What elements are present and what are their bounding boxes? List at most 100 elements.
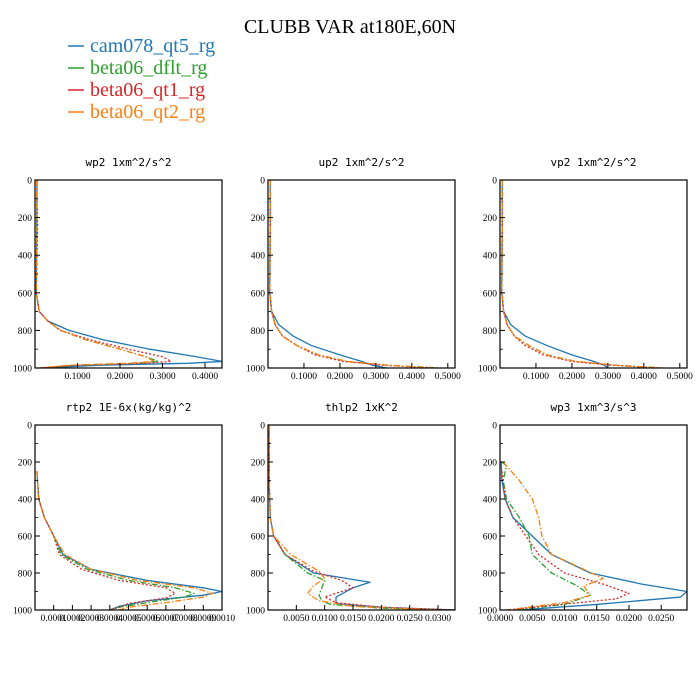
y-tick-label: 600 — [18, 289, 33, 299]
series-line-beta06-qt1-rg — [268, 425, 455, 610]
x-tick-label: 0.0005 — [115, 614, 141, 624]
y-tick-label: 200 — [18, 459, 33, 469]
x-tick-label: 0.0250 — [648, 614, 674, 624]
y-tick-label: 800 — [18, 570, 33, 580]
y-tick-label: 1000 — [478, 607, 497, 617]
y-tick-label: 200 — [18, 214, 33, 224]
x-tick-label: 0.0100 — [312, 614, 338, 624]
x-tick-label: 0.0100 — [551, 614, 577, 624]
x-tick-label: 0.0004 — [97, 614, 123, 624]
plot-frame — [34, 424, 223, 611]
y-tick-label: 0 — [492, 422, 497, 432]
y-tick-label: 0 — [260, 422, 265, 432]
x-tick-label: 0.3000 — [363, 372, 389, 382]
x-tick-label: 0.0002 — [59, 614, 85, 624]
series-line-beta06-dflt-rg — [36, 471, 195, 610]
series-line-cam078-qt5-rg — [268, 425, 455, 610]
y-tick-label: 200 — [251, 459, 266, 469]
y-tick-label: 200 — [483, 459, 498, 469]
y-tick-label: 600 — [483, 533, 498, 543]
x-tick-label: 0.0250 — [397, 614, 423, 624]
y-tick-label: 400 — [18, 252, 33, 262]
y-tick-label: 800 — [251, 570, 266, 580]
y-tick-label: 400 — [251, 252, 266, 262]
series-line-beta06-qt2-rg — [35, 180, 155, 368]
y-tick-label: 1000 — [246, 607, 265, 617]
y-tick-label: 600 — [18, 533, 33, 543]
series-line-cam078-qt5-rg — [35, 180, 222, 368]
series-line-beta06-dflt-rg — [35, 180, 159, 368]
y-tick-label: 1000 — [13, 365, 32, 375]
legend-entry-cam078-qt5-rg: cam078_qt5_rg — [90, 35, 215, 57]
series-line-beta06-qt1-rg — [501, 471, 630, 610]
y-tick-label: 600 — [483, 289, 498, 299]
y-tick-label: 400 — [483, 496, 498, 506]
x-tick-label: 0.0200 — [368, 614, 394, 624]
figure-title: CLUBB VAR at180E,60N — [244, 16, 456, 38]
plot-frame — [34, 179, 223, 369]
x-tick-label: 0.0300 — [425, 614, 451, 624]
series-line-beta06-qt2-rg — [269, 180, 438, 368]
panel-title: rtp2 1E-6x(kg/kg)^2 — [66, 401, 192, 414]
series-line-beta06-qt2-rg — [501, 180, 662, 368]
x-tick-label: 0.1000 — [64, 372, 90, 382]
x-tick-label: 0.3000 — [149, 372, 175, 382]
x-tick-label: 0.1000 — [291, 372, 317, 382]
plot-frame — [267, 179, 456, 369]
x-tick-label: 0.0010 — [209, 614, 235, 624]
series-line-beta06-qt1-rg — [501, 180, 659, 368]
series-group — [268, 425, 455, 610]
panel-up2: up2 1xm^2/s^2 0 200 400 600 800 1000 0.1000 0.20… — [246, 156, 461, 382]
x-tick-label: 0.2000 — [559, 372, 585, 382]
y-tick-label: 0 — [27, 422, 32, 432]
series-line-cam078-qt5-rg — [501, 180, 609, 368]
x-tick-label: 0.0000 — [487, 614, 513, 624]
legend-entry-beta06-qt1-rg: beta06_qt1_rg — [90, 79, 205, 101]
series-line-beta06-qt1-rg — [36, 471, 176, 610]
panel-wp2: wp2 1xm^2/s^2 0 200 400 600 800 1000 0.1000 0.20… — [13, 156, 223, 382]
legend: cam078_qt5_rgbeta06_dflt_rgbeta06_qt1_rg… — [68, 35, 215, 123]
x-tick-label: 0.0150 — [584, 614, 610, 624]
series-group — [35, 180, 222, 368]
x-tick-label: 0.0006 — [134, 614, 160, 624]
y-tick-label: 1000 — [246, 365, 265, 375]
y-tick-label: 200 — [251, 214, 266, 224]
x-tick-label: 0.0050 — [519, 614, 545, 624]
x-tick-label: 0.5000 — [667, 372, 693, 382]
panel-title: wp2 1xm^2/s^2 — [85, 156, 171, 169]
series-group — [501, 180, 662, 368]
y-tick-label: 800 — [483, 570, 498, 580]
x-tick-label: 0.3000 — [595, 372, 621, 382]
series-group — [36, 471, 222, 610]
x-tick-label: 0.5000 — [435, 372, 461, 382]
x-tick-label: 0.0008 — [172, 614, 198, 624]
panel-title: vp2 1xm^2/s^2 — [550, 156, 636, 169]
y-tick-label: 800 — [483, 327, 498, 337]
y-tick-label: 400 — [483, 252, 498, 262]
series-line-beta06-qt1-rg — [269, 180, 434, 368]
series-line-beta06-dflt-rg — [501, 180, 662, 368]
y-tick-label: 800 — [18, 327, 33, 337]
series-line-beta06-dflt-rg — [269, 180, 441, 368]
x-tick-label: 0.0150 — [340, 614, 366, 624]
x-tick-label: 0.2000 — [327, 372, 353, 382]
y-tick-label: 200 — [483, 214, 498, 224]
panel-title: wp3 1xm^3/s^3 — [550, 401, 636, 414]
x-tick-label: 0.2000 — [107, 372, 133, 382]
x-tick-label: 0.0007 — [153, 614, 179, 624]
y-tick-label: 0 — [492, 177, 497, 187]
y-tick-label: 1000 — [13, 607, 32, 617]
legend-entry-beta06-qt2-rg: beta06_qt2_rg — [90, 101, 205, 123]
series-group — [269, 180, 441, 368]
x-tick-label: 0.0200 — [616, 614, 642, 624]
x-tick-label: 0.1000 — [523, 372, 549, 382]
y-tick-label: 600 — [251, 533, 266, 543]
y-tick-label: 600 — [251, 289, 266, 299]
x-tick-label: 0.4000 — [192, 372, 218, 382]
y-tick-label: 0 — [260, 177, 265, 187]
panel-title: thlp2 1xK^2 — [325, 401, 398, 414]
y-tick-label: 400 — [18, 496, 33, 506]
panel-vp2: vp2 1xm^2/s^2 0 200 400 600 800 1000 0.1000 0.20… — [478, 156, 693, 382]
series-line-beta06-qt2-rg — [502, 461, 604, 610]
